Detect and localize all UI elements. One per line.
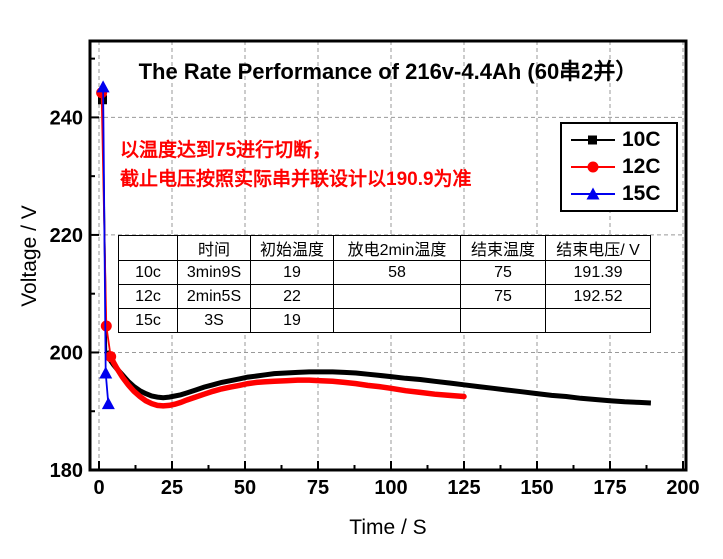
y-tick-label: 180 — [50, 460, 83, 482]
table-row: 10c 3min9S 19 58 75 191.39 — [118, 260, 651, 285]
y-tick-label: 220 — [50, 225, 83, 247]
legend-item-10c: 10C — [570, 128, 672, 152]
table-cell: 19 — [250, 260, 334, 285]
cutoff-annotation-line2: 截止电压按照实际串并联设计以190.9为准 — [120, 169, 472, 190]
x-tick-label: 150 — [520, 477, 553, 499]
x-tick-label: 25 — [161, 477, 183, 499]
legend-item-15c: 15C — [570, 182, 672, 206]
marker-circle — [105, 351, 117, 363]
x-tick-label: 100 — [374, 477, 407, 499]
x-tick-label: 0 — [93, 477, 104, 499]
table-row: 15c 3S 19 — [118, 308, 651, 333]
legend-marker-circle-icon — [571, 161, 615, 173]
table-cell: 初始温度 — [250, 235, 334, 261]
marker-triangle — [96, 80, 110, 93]
table-cell: 22 — [250, 284, 334, 309]
x-axis-title: Time / S — [349, 516, 427, 539]
table-cell: 10c — [118, 260, 178, 285]
table-cell: 结束电压/ V — [545, 235, 651, 261]
chart-title: The Rate Performance of 216v-4.4Ah (60串2… — [138, 59, 638, 84]
table-cell: 2min5S — [177, 284, 251, 309]
table-cell: 3S — [177, 308, 251, 333]
table-cell: 12c — [118, 284, 178, 309]
table-cell — [333, 308, 461, 333]
table-cell — [460, 308, 546, 333]
table-cell: 3min9S — [177, 260, 251, 285]
y-tick-label: 200 — [50, 342, 83, 364]
legend-label: 12C — [622, 154, 661, 178]
legend-marker-square-icon — [571, 135, 615, 145]
table-cell: 192.52 — [545, 284, 651, 309]
series-15c — [96, 80, 115, 410]
table-cell: 75 — [460, 284, 546, 309]
legend-label: 15C — [622, 182, 661, 206]
table-cell — [333, 284, 461, 309]
plot-frame — [88, 39, 688, 472]
axis-ticks — [90, 57, 684, 471]
tick-labels: 0 25 50 75 100 125 150 175 200 180 200 220 240 — [50, 107, 700, 499]
marker-circle — [100, 320, 112, 332]
table-cell: 19 — [250, 308, 334, 333]
table-cell: 75 — [460, 260, 546, 285]
results-table-container: 时间 初始温度 放电2min温度 结束温度 结束电压/ V 10c 3min9S 19 58 75… — [118, 235, 651, 333]
table-cell — [545, 308, 651, 333]
table-cell: 15c — [118, 308, 178, 333]
data-table: 时间 初始温度 放电2min温度 结束温度 结束电压/ V 10c 3min9S 19 58 75… — [118, 235, 651, 333]
y-axis-title: Voltage / V — [18, 205, 41, 307]
x-tick-label: 200 — [666, 477, 699, 499]
x-tick-label: 125 — [447, 477, 480, 499]
table-cell: 时间 — [177, 235, 251, 261]
cutoff-annotation: 以温度达到75进行切断， 截止电压按照实际串并联设计以190.9为准 — [120, 136, 472, 194]
legend-label: 10C — [622, 127, 661, 151]
marker-triangle — [99, 366, 113, 379]
x-tick-label: 50 — [234, 477, 256, 499]
table-cell: 58 — [333, 260, 461, 285]
y-tick-label: 240 — [50, 107, 83, 129]
legend-item-12c: 12C — [570, 155, 672, 179]
legend-marker-triangle-icon — [571, 187, 615, 200]
x-tick-label: 175 — [593, 477, 626, 499]
table-header-row: 时间 初始温度 放电2min温度 结束温度 结束电压/ V — [118, 235, 651, 261]
legend: 10C 12C 15C — [560, 122, 678, 212]
table-cell: 放电2min温度 — [333, 235, 461, 261]
table-cell: 191.39 — [545, 260, 651, 285]
table-cell: 结束温度 — [460, 235, 546, 261]
marker-triangle — [101, 397, 115, 410]
table-row: 12c 2min5S 22 75 192.52 — [118, 284, 651, 309]
x-tick-label: 75 — [307, 477, 329, 499]
cutoff-annotation-line1: 以温度达到75进行切断， — [120, 140, 332, 161]
table-cell — [118, 235, 178, 261]
